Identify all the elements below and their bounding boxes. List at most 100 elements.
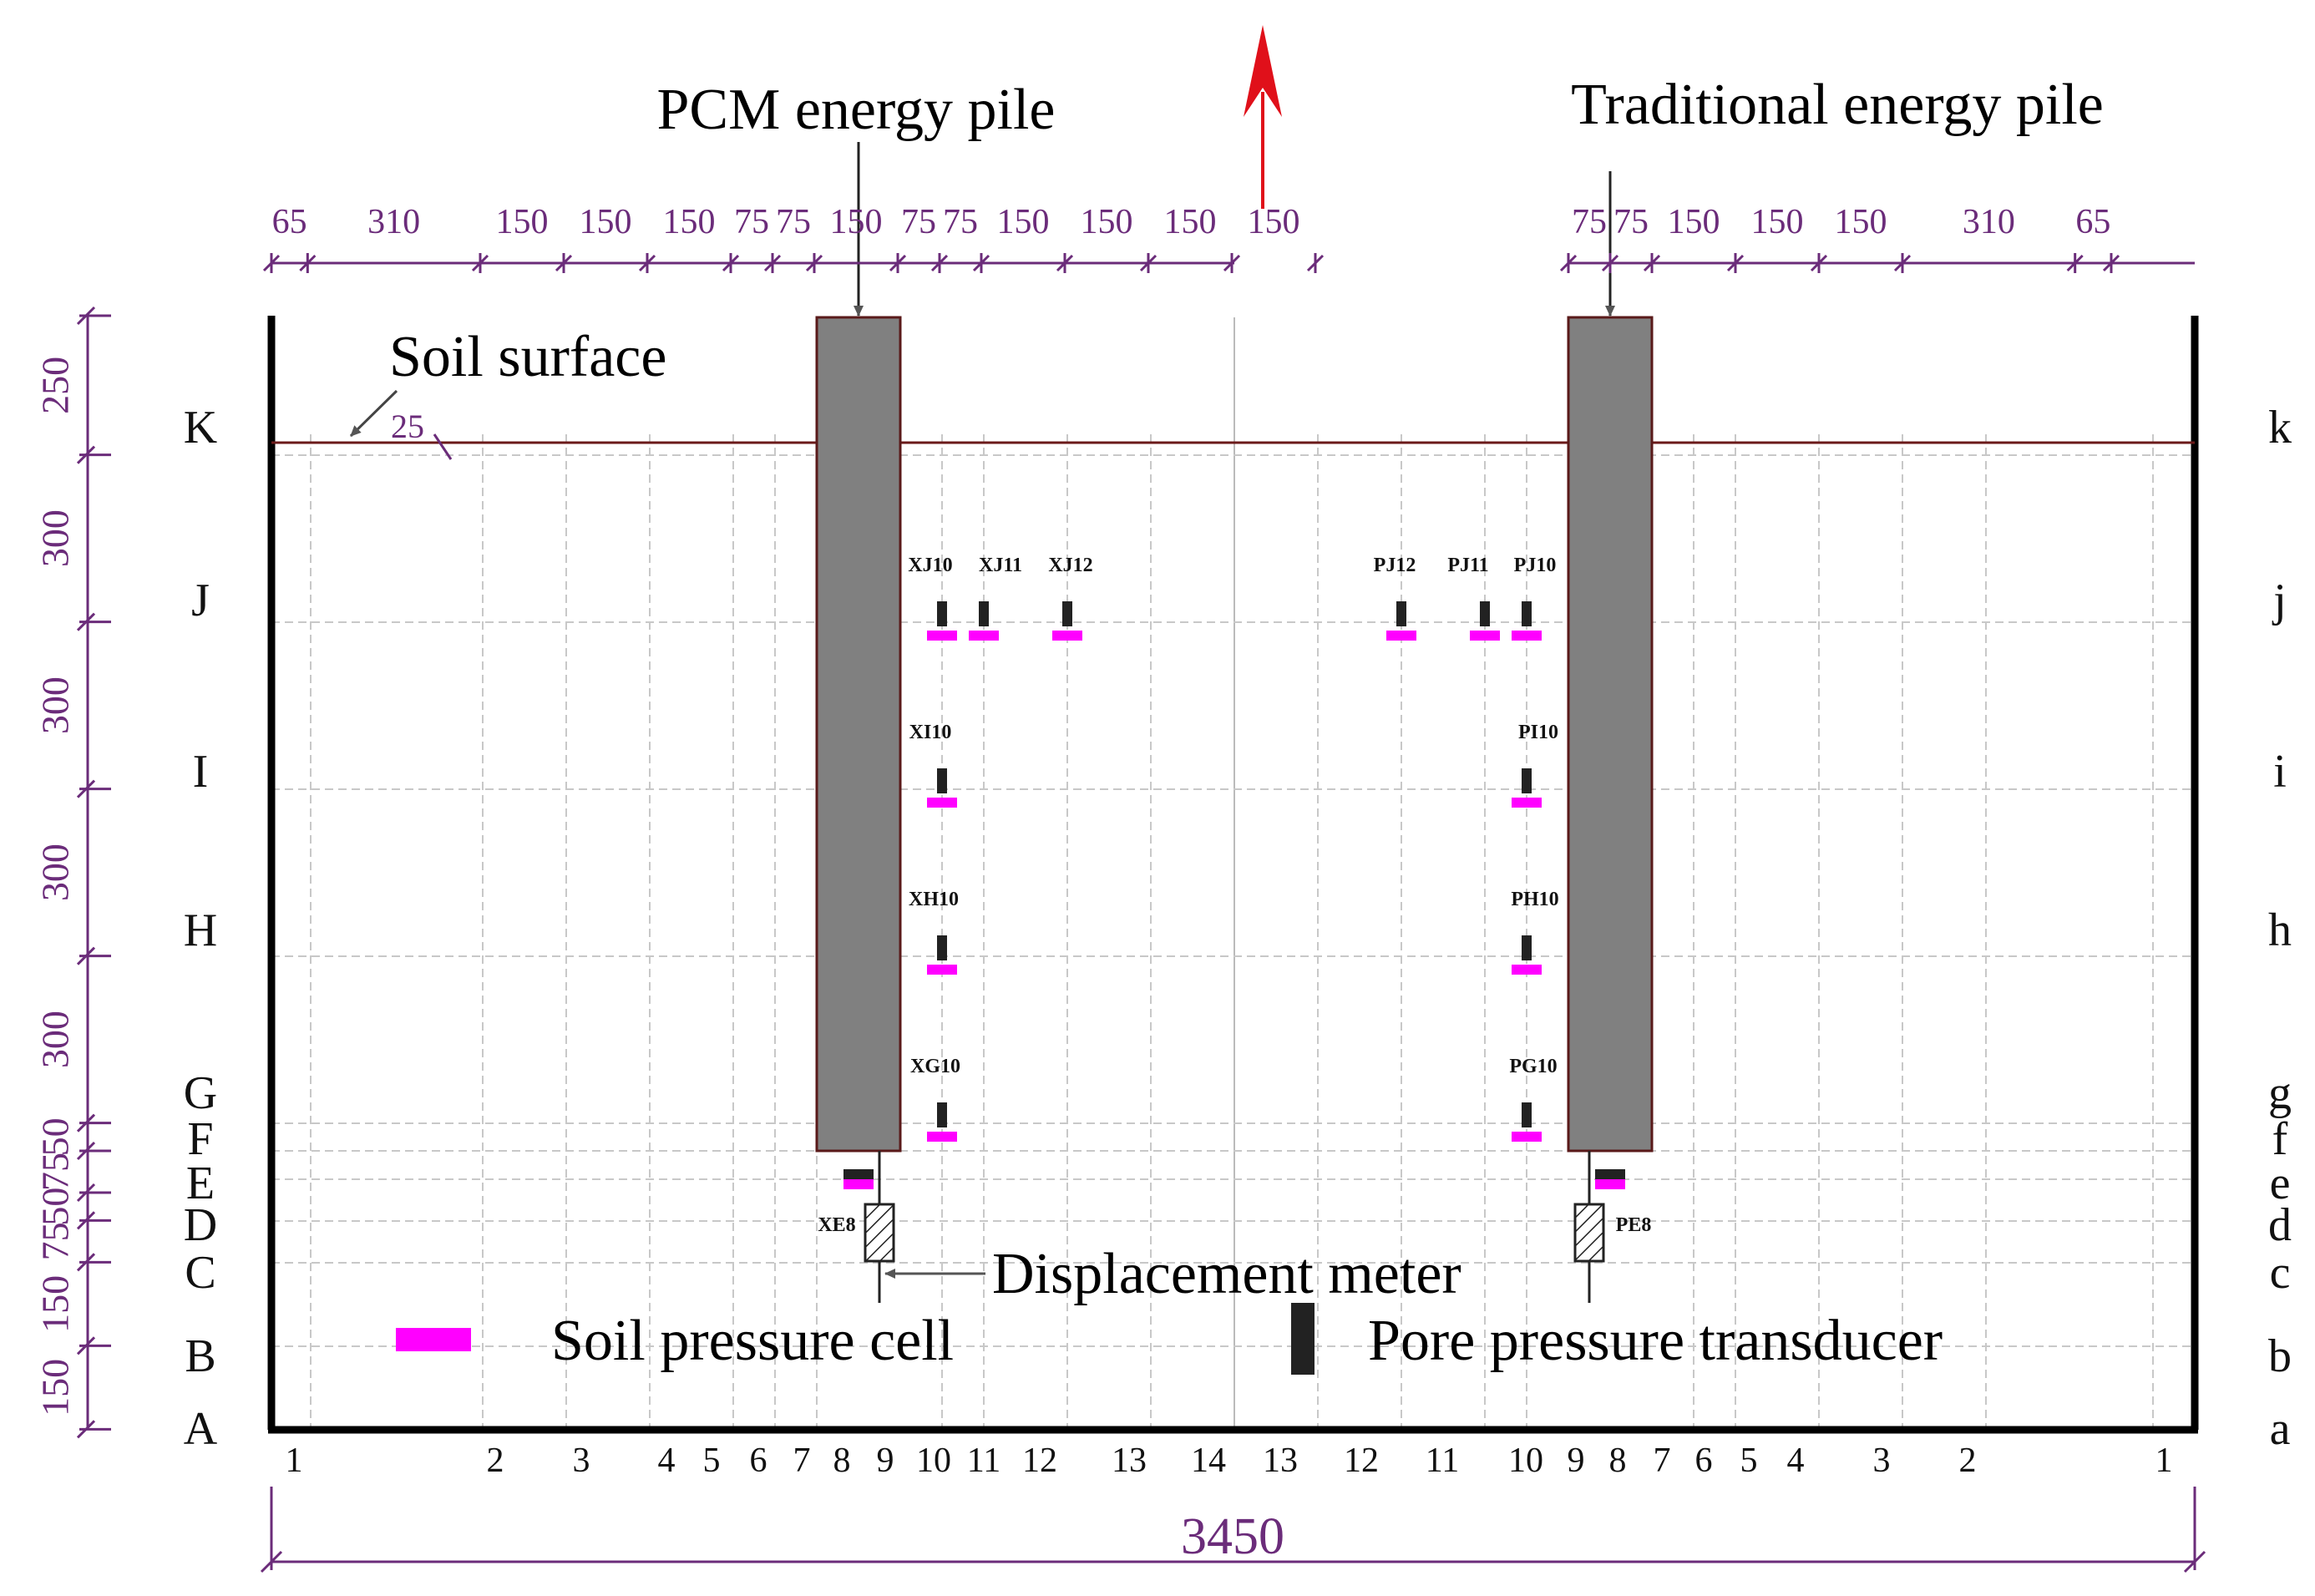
row-label-left: H xyxy=(184,904,217,956)
top-dim-label: 75 xyxy=(1613,203,1649,241)
col-label: 11 xyxy=(1426,1441,1459,1480)
row-label-left: G xyxy=(184,1067,217,1119)
col-label: 1 xyxy=(286,1441,303,1480)
top-dim-label: 75 xyxy=(1572,203,1607,241)
row-label-right: h xyxy=(2268,904,2292,956)
sensor-label-xj10: XJ10 xyxy=(908,555,952,576)
offset-tick xyxy=(433,433,453,460)
row-label-right: a xyxy=(2270,1403,2291,1455)
row-label-right: d xyxy=(2268,1199,2292,1251)
col-label: 14 xyxy=(1191,1441,1226,1480)
legend-pore-transducer-swatch xyxy=(1291,1303,1315,1375)
row-label-right: f xyxy=(2272,1113,2288,1165)
top-dim-label: 150 xyxy=(830,203,883,241)
displacement-meter-right xyxy=(1573,1151,1605,1303)
col-label: 9 xyxy=(877,1441,894,1480)
top-dimension-ticks xyxy=(262,253,2120,273)
sensor-xj10 xyxy=(927,601,957,641)
traditional-energy-pile xyxy=(1567,316,1654,1153)
legend-soil-pressure-cell-label: Soil pressure cell xyxy=(551,1309,954,1373)
col-label: 2 xyxy=(1959,1441,1977,1480)
soil-surface-pointer xyxy=(349,389,398,438)
legend-soil-pressure-cell-swatch xyxy=(396,1328,471,1351)
sensor-label-xe8: XE8 xyxy=(818,1214,855,1236)
sensor-pi10 xyxy=(1512,768,1542,808)
sensor-xe8 xyxy=(843,1169,874,1189)
top-dim-label: 150 xyxy=(1835,203,1887,241)
col-label: 10 xyxy=(1508,1441,1543,1480)
sensor-label-xj12: XJ12 xyxy=(1048,555,1092,576)
row-label-left: C xyxy=(185,1247,215,1299)
row-label-left: F xyxy=(187,1113,213,1165)
sensor-pj10 xyxy=(1512,601,1542,641)
top-dim-label: 150 xyxy=(1751,203,1804,241)
left-dim-label: 150 xyxy=(34,1275,77,1333)
north-arrow-icon xyxy=(1244,25,1282,209)
pcm-pile-title: PCM energy pile xyxy=(656,78,1055,142)
sensor-label-pj10: PJ10 xyxy=(1514,555,1557,576)
col-label: 3 xyxy=(1873,1441,1891,1480)
col-label: 2 xyxy=(487,1441,504,1480)
sensor-pe8 xyxy=(1595,1169,1625,1189)
left-dim-label: 300 xyxy=(34,509,77,567)
row-label-left: J xyxy=(191,575,210,626)
col-label: 5 xyxy=(703,1441,721,1480)
left-dim-label: 50 xyxy=(34,1117,77,1156)
col-label: 4 xyxy=(1787,1441,1805,1480)
col-label: 7 xyxy=(793,1441,811,1480)
sensor-label-pj12: PJ12 xyxy=(1374,555,1416,576)
row-label-right: c xyxy=(2270,1247,2291,1299)
top-dim-label: 65 xyxy=(272,203,307,241)
top-dim-label: 75 xyxy=(901,203,936,241)
left-dim-label: 300 xyxy=(34,1011,77,1068)
soil-surface-label: Soil surface xyxy=(389,325,666,389)
row-label-left: D xyxy=(184,1199,217,1251)
col-label: 4 xyxy=(658,1441,676,1480)
col-label: 5 xyxy=(1740,1441,1758,1480)
left-dim-label: 250 xyxy=(34,357,77,414)
top-dim-label: 310 xyxy=(1963,203,2015,241)
row-label-right: g xyxy=(2268,1067,2292,1119)
top-dim-label: 150 xyxy=(1164,203,1217,241)
sensor-label-pi10: PI10 xyxy=(1518,722,1558,743)
sensor-xj12 xyxy=(1052,601,1082,641)
top-dim-label: 150 xyxy=(1081,203,1133,241)
bottom-dimension-line xyxy=(260,1487,2206,1573)
row-label-left: B xyxy=(185,1330,215,1382)
left-dim-label: 75 xyxy=(34,1153,77,1191)
col-label: 6 xyxy=(1695,1441,1713,1480)
top-dim-label: 75 xyxy=(776,203,811,241)
sensor-pj11 xyxy=(1470,601,1500,641)
col-label: 11 xyxy=(967,1441,1000,1480)
sensor-xg10 xyxy=(927,1102,957,1142)
legend-pore-transducer-label: Pore pressure transducer xyxy=(1368,1309,1943,1373)
row-label-right: i xyxy=(2273,746,2287,798)
row-label-left: E xyxy=(186,1158,215,1209)
col-label: 12 xyxy=(1344,1441,1379,1480)
sensor-label-pg10: PG10 xyxy=(1509,1056,1557,1077)
top-dim-label: 150 xyxy=(1248,203,1300,241)
sensor-xi10 xyxy=(927,768,957,808)
traditional-pile-title: Traditional energy pile xyxy=(1571,73,2104,137)
sensor-label-pj11: PJ11 xyxy=(1447,555,1488,576)
row-label-right: j xyxy=(2272,575,2287,626)
top-dim-label: 150 xyxy=(663,203,716,241)
top-dim-label: 75 xyxy=(734,203,769,241)
row-label-left: K xyxy=(184,402,217,453)
row-label-right: k xyxy=(2268,402,2292,453)
sensor-label-xg10: XG10 xyxy=(910,1056,960,1077)
left-dim-label: 300 xyxy=(34,844,77,901)
col-label: 8 xyxy=(1609,1441,1627,1480)
row-label-left: A xyxy=(184,1403,218,1455)
col-label: 10 xyxy=(916,1441,951,1480)
total-width-label: 3450 xyxy=(1181,1508,1284,1565)
top-dim-label: 150 xyxy=(997,203,1050,241)
sensor-label-xh10: XH10 xyxy=(909,889,959,910)
col-label: 12 xyxy=(1022,1441,1057,1480)
grid xyxy=(271,317,2195,1430)
top-dim-label: 310 xyxy=(367,203,420,241)
pcm-energy-pile xyxy=(815,316,902,1153)
sensor-xj11 xyxy=(969,601,999,641)
row-label-left: I xyxy=(193,746,209,798)
